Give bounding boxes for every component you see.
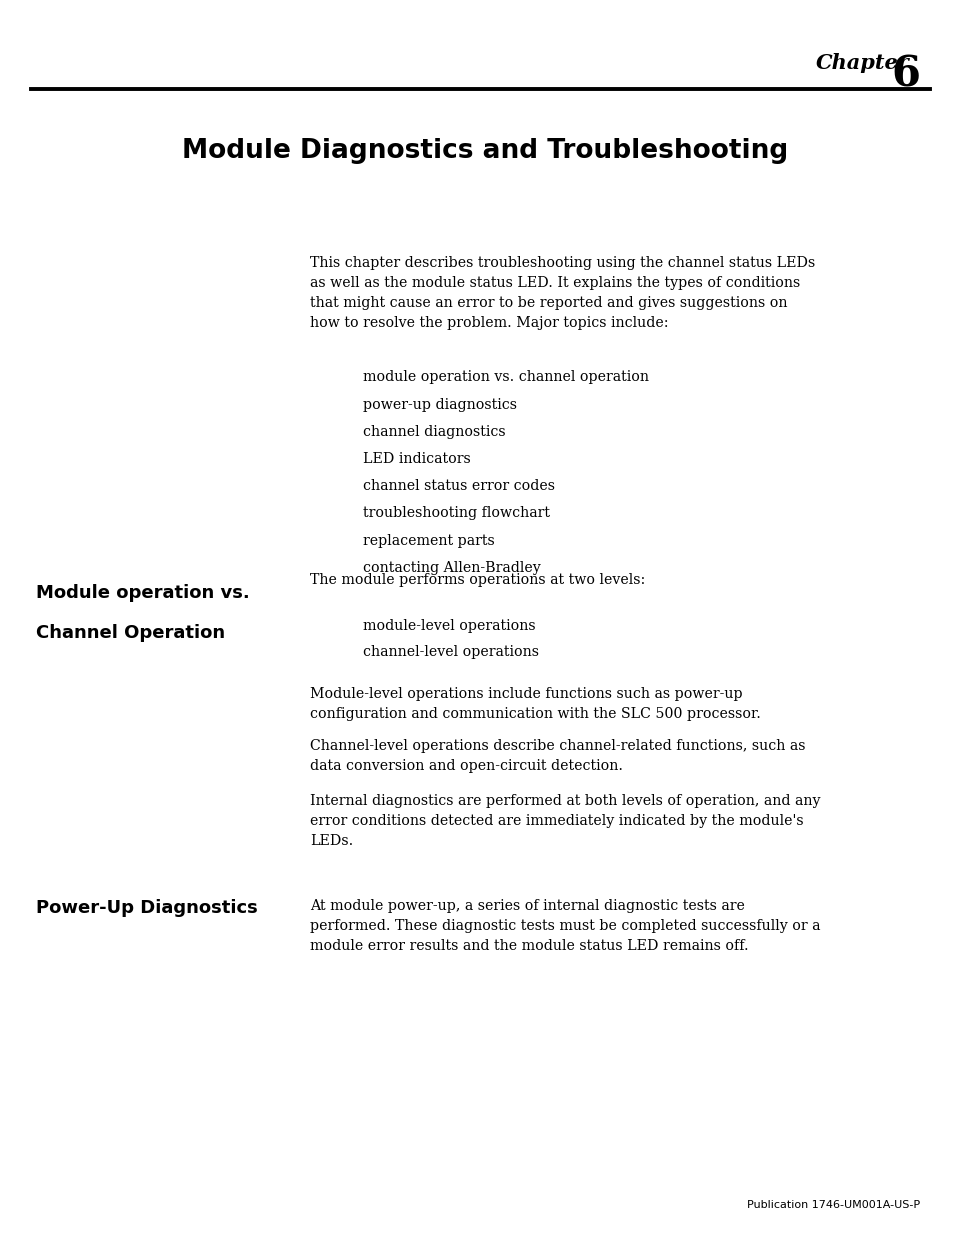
Text: power-up diagnostics: power-up diagnostics (362, 398, 516, 411)
Text: channel-level operations: channel-level operations (362, 645, 537, 658)
Text: replacement parts: replacement parts (362, 534, 494, 547)
Text: channel status error codes: channel status error codes (362, 479, 554, 493)
Text: 6: 6 (891, 53, 920, 95)
Text: Module-level operations include functions such as power-up
configuration and com: Module-level operations include function… (310, 687, 760, 721)
Text: Publication 1746-UM001A-US-P: Publication 1746-UM001A-US-P (747, 1200, 920, 1210)
Text: channel diagnostics: channel diagnostics (362, 425, 505, 438)
Text: Channel Operation: Channel Operation (36, 624, 225, 642)
Text: Channel-level operations describe channel-related functions, such as
data conver: Channel-level operations describe channe… (310, 739, 804, 773)
Text: LED indicators: LED indicators (362, 452, 470, 466)
Text: This chapter describes troubleshooting using the channel status LEDs
as well as : This chapter describes troubleshooting u… (310, 256, 815, 330)
Text: The module performs operations at two levels:: The module performs operations at two le… (310, 573, 645, 587)
Text: troubleshooting flowchart: troubleshooting flowchart (362, 506, 549, 520)
Text: contacting Allen-Bradley: contacting Allen-Bradley (362, 561, 539, 574)
Text: module operation vs. channel operation: module operation vs. channel operation (362, 370, 648, 384)
Text: At module power-up, a series of internal diagnostic tests are
performed. These d: At module power-up, a series of internal… (310, 899, 820, 953)
Text: module-level operations: module-level operations (362, 619, 535, 632)
Text: Module Diagnostics and Troubleshooting: Module Diagnostics and Troubleshooting (181, 138, 787, 164)
Text: Power-Up Diagnostics: Power-Up Diagnostics (36, 899, 257, 918)
Text: Internal diagnostics are performed at both levels of operation, and any
error co: Internal diagnostics are performed at bo… (310, 794, 820, 848)
Text: Module operation vs.: Module operation vs. (36, 584, 250, 603)
Text: Chapter: Chapter (815, 53, 908, 73)
